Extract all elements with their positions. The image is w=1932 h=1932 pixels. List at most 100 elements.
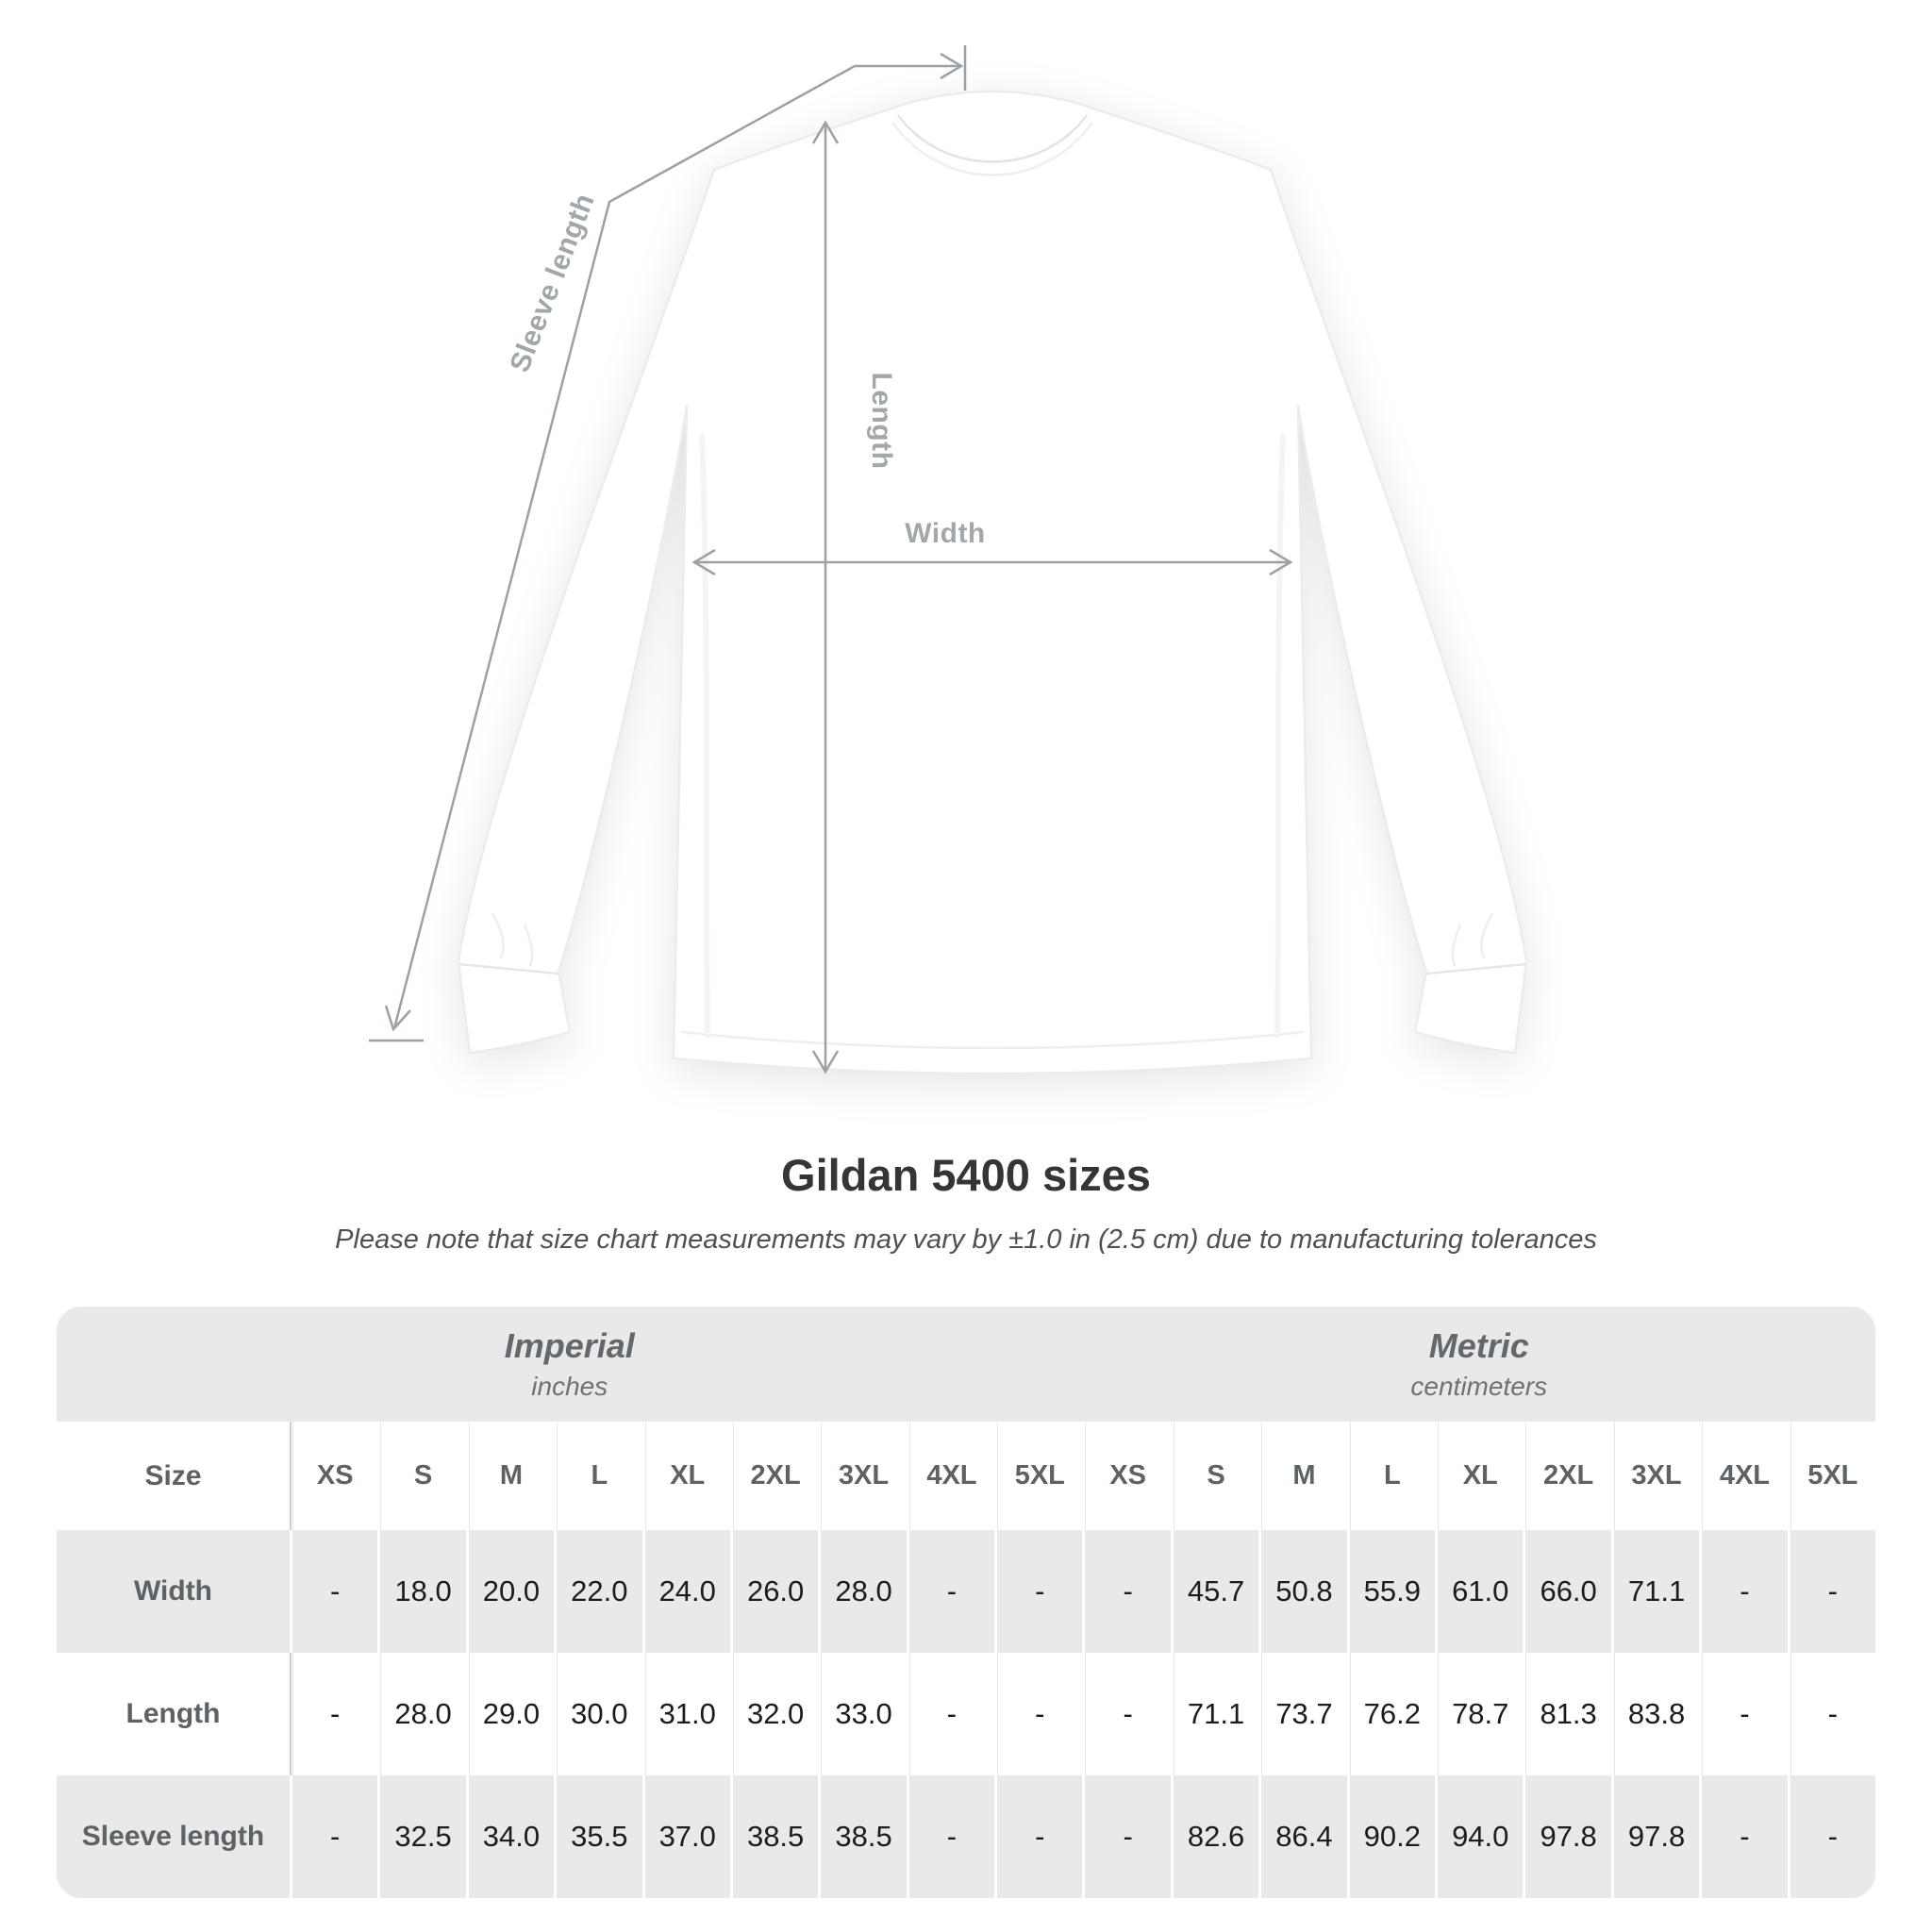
table-cell: - [1699, 1530, 1787, 1653]
metric-group-unit: centimeters [1410, 1372, 1548, 1401]
size-header-row: Size XS S M L XL 2XL 3XL 4XL 5XL XS S M L XL 2XL 3XL 4XL 5… [57, 1422, 1875, 1530]
table-cell: - [1699, 1653, 1787, 1775]
table-cell: 55.9 [1346, 1530, 1435, 1653]
size-header-cell: XL [641, 1422, 730, 1530]
table-row: Sleeve length -32.5 34.0 35.5 37.0 38.5 38.5- -… [57, 1775, 1875, 1898]
table-cell: 66.0 [1523, 1530, 1610, 1653]
shirt-diagram [369, 45, 1528, 1075]
size-header-cell: XL [1435, 1422, 1523, 1530]
page-title: Gildan 5400 sizes [781, 1150, 1151, 1200]
sleeve-length-arrow [369, 45, 967, 1042]
table-cell: 24.0 [641, 1530, 730, 1653]
table-cell: 34.0 [465, 1775, 554, 1898]
table-cell: 81.3 [1523, 1653, 1610, 1775]
size-header-cell: 4XL [906, 1422, 994, 1530]
size-header-cell: XS [1082, 1422, 1170, 1530]
table-cell: 31.0 [641, 1653, 730, 1775]
table-cell: 86.4 [1258, 1775, 1346, 1898]
size-column-divider [290, 1653, 291, 1775]
table-cell: 20.0 [465, 1530, 554, 1653]
table-cell: - [906, 1653, 994, 1775]
table-cell: - [994, 1653, 1082, 1775]
width-label: Width [905, 518, 986, 549]
table-cell: 94.0 [1435, 1775, 1523, 1898]
table-cell: 33.0 [818, 1653, 906, 1775]
tolerance-note: Please note that size chart measurements… [335, 1224, 1597, 1255]
table-cell: - [1787, 1653, 1875, 1775]
table-cell: 38.5 [818, 1775, 906, 1898]
table-cell: 29.0 [465, 1653, 554, 1775]
row-label: Width [133, 1575, 213, 1607]
table-cell: 28.0 [818, 1530, 906, 1653]
table-cell: - [290, 1653, 377, 1775]
table-cell: 28.0 [377, 1653, 465, 1775]
length-label: Length [866, 372, 897, 470]
table-cell: 32.5 [377, 1775, 465, 1898]
table-cell: - [994, 1775, 1082, 1898]
size-header-cell: L [554, 1422, 641, 1530]
size-header-cell: M [1258, 1422, 1346, 1530]
table-cell: 97.8 [1610, 1775, 1699, 1898]
table-cell: 71.1 [1610, 1530, 1699, 1653]
size-header-cell: 5XL [1787, 1422, 1875, 1530]
row-label: Sleeve length [81, 1821, 265, 1852]
size-header-cell: 4XL [1699, 1422, 1787, 1530]
table-cell: - [994, 1530, 1082, 1653]
table-cell: - [906, 1775, 994, 1898]
table-cell: 61.0 [1435, 1530, 1523, 1653]
table-cell: - [1082, 1775, 1170, 1898]
size-header-cell: 2XL [729, 1422, 818, 1530]
table-cell: - [1787, 1775, 1875, 1898]
table-cell: 18.0 [377, 1530, 465, 1653]
table-cell: 45.7 [1170, 1530, 1258, 1653]
metric-group-name: Metric [1428, 1326, 1529, 1365]
imperial-group-name: Imperial [504, 1326, 635, 1365]
table-cell: 35.5 [554, 1775, 641, 1898]
size-header-cell: S [377, 1422, 465, 1530]
table-cell: 82.6 [1170, 1775, 1258, 1898]
width-arrow [691, 548, 1293, 576]
size-header-cell: 3XL [1610, 1422, 1699, 1530]
table-cell: 97.8 [1523, 1775, 1610, 1898]
size-table: Imperial inches Metric centimeters Size X… [57, 1307, 1875, 1898]
table-cell: - [906, 1530, 994, 1653]
size-header-cell: S [1170, 1422, 1258, 1530]
table-cell: - [1699, 1775, 1787, 1898]
metric-group-header: Metric centimeters [1083, 1307, 1876, 1422]
size-header-cell: M [465, 1422, 554, 1530]
table-cell: 50.8 [1258, 1530, 1346, 1653]
table-cell: 32.0 [729, 1653, 818, 1775]
size-column-header: Size [144, 1459, 202, 1491]
table-cell: - [290, 1775, 377, 1898]
table-cell: 30.0 [554, 1653, 641, 1775]
size-column-divider [290, 1422, 291, 1530]
table-cell: 73.7 [1258, 1653, 1346, 1775]
size-header-cell: 2XL [1523, 1422, 1610, 1530]
table-cell: - [290, 1530, 377, 1653]
length-arrow [811, 120, 840, 1074]
table-cell: 38.5 [729, 1775, 818, 1898]
table-cell: - [1082, 1530, 1170, 1653]
table-cell: 78.7 [1435, 1653, 1523, 1775]
size-header-cell: 3XL [818, 1422, 906, 1530]
table-row: Width -18.0 20.0 22.0 24.0 26.0 28.0- - -45.7 50.… [57, 1530, 1875, 1653]
shirt-illustration [457, 90, 1528, 1075]
size-header-cell: 5XL [994, 1422, 1082, 1530]
table-cell: 76.2 [1346, 1653, 1435, 1775]
table-row: Length -28.0 29.0 30.0 31.0 32.0 33.0- - -71.1 73… [57, 1653, 1875, 1775]
row-label: Length [125, 1698, 221, 1729]
table-cell: 71.1 [1170, 1653, 1258, 1775]
size-header-cell: XS [290, 1422, 377, 1530]
imperial-group-unit: inches [531, 1372, 608, 1401]
table-cell: - [1787, 1530, 1875, 1653]
table-cell: 22.0 [554, 1530, 641, 1653]
size-header-cell: L [1346, 1422, 1435, 1530]
table-cell: 37.0 [641, 1775, 730, 1898]
table-cell: - [1082, 1653, 1170, 1775]
unit-group-header-row: Imperial inches Metric centimeters [57, 1307, 1875, 1422]
table-cell: 90.2 [1346, 1775, 1435, 1898]
table-cell: 26.0 [729, 1530, 818, 1653]
table-cell: 83.8 [1610, 1653, 1699, 1775]
imperial-group-header: Imperial inches [57, 1307, 1083, 1422]
